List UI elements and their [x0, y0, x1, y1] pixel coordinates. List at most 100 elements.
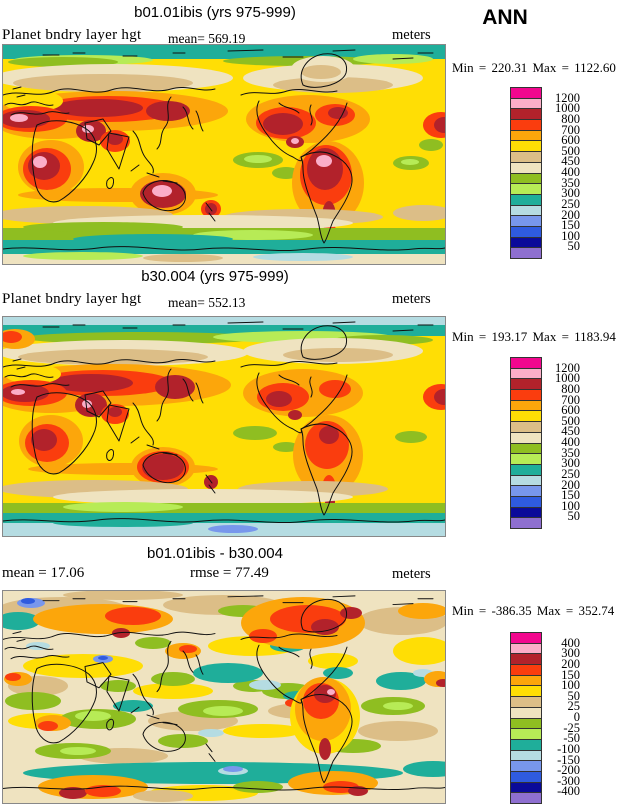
- legend-tick-label: 300: [561, 646, 580, 661]
- legend-color-cell: [511, 654, 541, 666]
- legend-color-cell: [511, 782, 541, 794]
- legend-color-cell: [511, 464, 541, 476]
- season-label: ANN: [482, 6, 528, 29]
- panel1-colorbar: 1200 1000 800 700 600 500 450 400 350 300 250 200 15…: [510, 87, 590, 259]
- legend-color-cell: [511, 109, 541, 121]
- panel2-map-svg: [3, 317, 445, 536]
- legend-tick-label: 350: [561, 445, 580, 460]
- legend-tick-label: 400: [561, 165, 580, 179]
- legend-color-cell: [511, 686, 541, 698]
- legend-color-cell: [511, 400, 541, 412]
- legend-color-cell: [511, 643, 541, 655]
- legend-tick-label: 50: [567, 239, 581, 254]
- legend-color-cell: [511, 432, 541, 444]
- legend-tick-label: 600: [561, 403, 580, 418]
- panel1-mean-stat: mean= 569.19: [168, 31, 246, 46]
- legend-tick-label: 350: [561, 175, 580, 190]
- legend-color-cell: [511, 761, 541, 772]
- panel3-units-label: meters: [392, 566, 431, 582]
- legend-tick-label: 400: [561, 435, 580, 449]
- legend-tick-label: 300: [561, 186, 580, 201]
- legend-tick-label: 450: [561, 424, 580, 439]
- panel3-colorbar: 400 300 200 150 100 50 25 0 -25 -50 -100 -150 -200 -3…: [510, 632, 590, 804]
- legend-color-cell: [511, 697, 541, 708]
- legend-color-cell: [511, 184, 541, 195]
- colorbar-cells: [510, 87, 542, 259]
- legend-tick-label: 1000: [555, 101, 580, 116]
- legend-color-cell: [511, 130, 541, 142]
- colorbar-cells: [510, 357, 542, 529]
- legend-color-cell: [511, 237, 541, 249]
- legend-tick-label: 500: [561, 143, 580, 158]
- panel2-map: [2, 316, 446, 537]
- legend-tick-label: 250: [561, 466, 580, 481]
- legend-tick-label: 800: [561, 111, 580, 126]
- legend-color-cell: [511, 368, 541, 380]
- panel1-units-label: meters: [392, 27, 431, 43]
- legend-color-cell: [511, 665, 541, 676]
- legend-tick-label: 400: [561, 635, 580, 650]
- legend-tick-label: 50: [567, 509, 581, 524]
- panel1-variable-label: Planet bndry layer hgt: [2, 27, 142, 43]
- legend-tick-label: 250: [561, 196, 580, 211]
- legend-tick-label: 200: [561, 207, 580, 222]
- legend-tick-label: 100: [561, 678, 580, 693]
- legend-color-cell: [511, 475, 541, 487]
- legend-tick-label: -200: [557, 763, 580, 778]
- legend-tick-label: 500: [561, 413, 580, 428]
- legend-color-cell: [511, 248, 541, 258]
- legend-color-cell: [511, 486, 541, 497]
- legend-tick-label: 25: [567, 699, 581, 714]
- legend-color-cell: [511, 205, 541, 217]
- legend-tick-label: -100: [557, 741, 580, 756]
- legend-tick-label: 700: [561, 392, 580, 407]
- legend-tick-label: -25: [563, 720, 580, 735]
- legend-color-cell: [511, 750, 541, 762]
- panel1-minmax: Min = 220.31 Max = 1122.60: [452, 60, 616, 75]
- legend-tick-label: 600: [561, 133, 580, 148]
- panel1-map: [2, 44, 446, 265]
- legend-tick-label: 100: [561, 498, 580, 513]
- legend-color-cell: [511, 518, 541, 528]
- legend-color-cell: [511, 443, 541, 455]
- legend-color-cell: [511, 771, 541, 783]
- legend-tick-label: 1200: [555, 360, 580, 375]
- legend-tick-label: 1200: [555, 90, 580, 105]
- legend-tick-label: 200: [561, 477, 580, 492]
- legend-tick-label: 150: [561, 488, 580, 503]
- panel3-title: b01.01ibis - b30.004: [147, 545, 283, 562]
- legend-color-cell: [511, 216, 541, 227]
- legend-color-cell: [511, 152, 541, 163]
- legend-color-cell: [511, 739, 541, 751]
- panel3-minmax: Min = -386.35 Max = 352.74: [452, 603, 615, 618]
- legend-color-cell: [511, 729, 541, 740]
- panel2-mean-stat: mean= 552.13: [168, 295, 246, 310]
- panel3-rmse-stat: rmse = 77.49: [190, 565, 269, 581]
- legend-color-cell: [511, 173, 541, 185]
- panel2-minmax: Min = 193.17 Max = 1183.94: [452, 329, 616, 344]
- legend-tick-label: -50: [563, 731, 580, 746]
- legend-color-cell: [511, 793, 541, 803]
- legend-tick-label: 150: [561, 667, 580, 682]
- legend-tick-label: 700: [561, 122, 580, 137]
- legend-tick-label: 100: [561, 228, 580, 243]
- legend-color-cell: [511, 454, 541, 465]
- legend-color-cell: [511, 194, 541, 206]
- legend-tick-label: 0: [573, 710, 580, 724]
- legend-tick-label: 300: [561, 456, 580, 471]
- legend-tick-label: 50: [567, 688, 581, 703]
- panel3-map: [2, 590, 446, 804]
- panel2-units-label: meters: [392, 291, 431, 307]
- legend-color-cell: [511, 422, 541, 433]
- legend-color-cell: [511, 379, 541, 391]
- legend-color-cell: [511, 88, 541, 99]
- legend-color-cell: [511, 707, 541, 719]
- legend-color-cell: [511, 120, 541, 131]
- legend-color-cell: [511, 162, 541, 174]
- legend-tick-label: -300: [557, 773, 580, 788]
- legend-tick-label: 450: [561, 154, 580, 169]
- legend-color-cell: [511, 390, 541, 401]
- panel2-title: b30.004 (yrs 975-999): [141, 268, 289, 285]
- legend-tick-label: 800: [561, 381, 580, 396]
